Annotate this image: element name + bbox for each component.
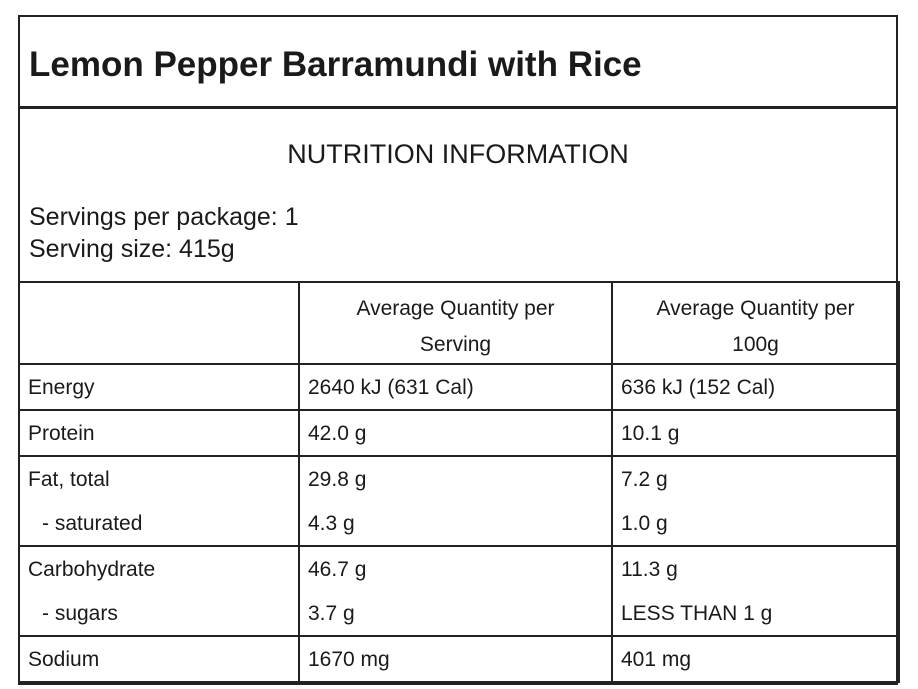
- nutrient-value: 4.3 g: [308, 512, 355, 535]
- cell: 2640 kJ (631 Cal): [298, 363, 613, 411]
- nutrition-label: Lemon Pepper Barramundi with Rice NUTRIT…: [18, 15, 900, 685]
- header-cell: Average Quantity per Serving: [298, 281, 613, 365]
- nutrient-value: 29.8 g: [308, 468, 367, 491]
- nutrient-value: 3.7 g: [308, 602, 355, 625]
- cell: 7.2 g 1.0 g: [611, 455, 900, 547]
- cell: Energy: [18, 363, 300, 411]
- nutrient-name: Fat, total: [28, 468, 110, 491]
- nutrient-value: 636 kJ (152 Cal): [621, 376, 776, 399]
- cell: 636 kJ (152 Cal): [611, 363, 900, 411]
- nutrient-name: - sugars: [42, 602, 118, 625]
- nutrient-row: Protein 42.0 g 10.1 g: [18, 409, 900, 457]
- title: Lemon Pepper Barramundi with Rice: [20, 17, 896, 109]
- header-cell: Average Quantity per 100g: [611, 281, 900, 365]
- nutrient-value: 401 mg: [621, 648, 692, 671]
- serving-line: Serving size: 415g: [29, 235, 235, 263]
- cell: 10.1 g: [611, 409, 900, 457]
- cell: 401 mg: [611, 635, 900, 683]
- cell: 29.8 g 4.3 g: [298, 455, 613, 547]
- nutrient-value: 42.0 g: [308, 422, 367, 445]
- nutrient-value: 2640 kJ (631 Cal): [308, 376, 474, 399]
- cell: 11.3 g LESS THAN 1 g: [611, 545, 900, 637]
- header-row: Average Quantity per Serving Average Quan…: [18, 281, 900, 365]
- cell: 46.7 g 3.7 g: [298, 545, 613, 637]
- heading: NUTRITION INFORMATION: [287, 139, 629, 169]
- nutrient-value: 7.2 g: [621, 468, 668, 491]
- nutrient-name: Sodium: [28, 648, 100, 671]
- nutrient-name: Carbohydrate: [28, 558, 156, 581]
- info-section: NUTRITION INFORMATION Servings per packa…: [20, 109, 896, 281]
- cell: 1670 mg: [298, 635, 613, 683]
- nutrient-value: LESS THAN 1 g: [621, 602, 773, 625]
- nutrient-value: 11.3 g: [621, 558, 678, 581]
- nutrient-value: 10.1 g: [621, 422, 680, 445]
- header-cell: [18, 281, 300, 365]
- nutrient-row: Carbohydrate - sugars 46.7 g 3.7 g 11.3 g LES…: [18, 545, 900, 637]
- nutrient-row: Sodium 1670 mg 401 mg: [18, 635, 900, 683]
- nutrient-value: 46.7 g: [308, 558, 367, 581]
- nutrition-table: Average Quantity per Serving Average Quan…: [18, 281, 900, 683]
- nutrient-row: Energy 2640 kJ (631 Cal) 636 kJ (152 Cal): [18, 363, 900, 411]
- cell: Protein: [18, 409, 300, 457]
- nutrient-value: 1670 mg: [308, 648, 390, 671]
- nutrient-name: Protein: [28, 422, 95, 445]
- serving-line: Servings per package: 1: [29, 203, 299, 231]
- nutrient-value: 1.0 g: [621, 512, 668, 535]
- nutrient-row: Fat, total - saturated 29.8 g 4.3 g 7.2 g 1.0…: [18, 455, 900, 547]
- column-header: Average Quantity per Serving: [356, 297, 555, 356]
- cell: 42.0 g: [298, 409, 613, 457]
- nutrient-name: Energy: [28, 376, 95, 399]
- cell: Carbohydrate - sugars: [18, 545, 300, 637]
- column-header: Average Quantity per 100g: [656, 297, 855, 356]
- cell: Fat, total - saturated: [18, 455, 300, 547]
- nutrient-name: - saturated: [42, 512, 143, 535]
- servings: Servings per package: 1 Serving size: 415…: [29, 201, 299, 265]
- cell: Sodium: [18, 635, 300, 683]
